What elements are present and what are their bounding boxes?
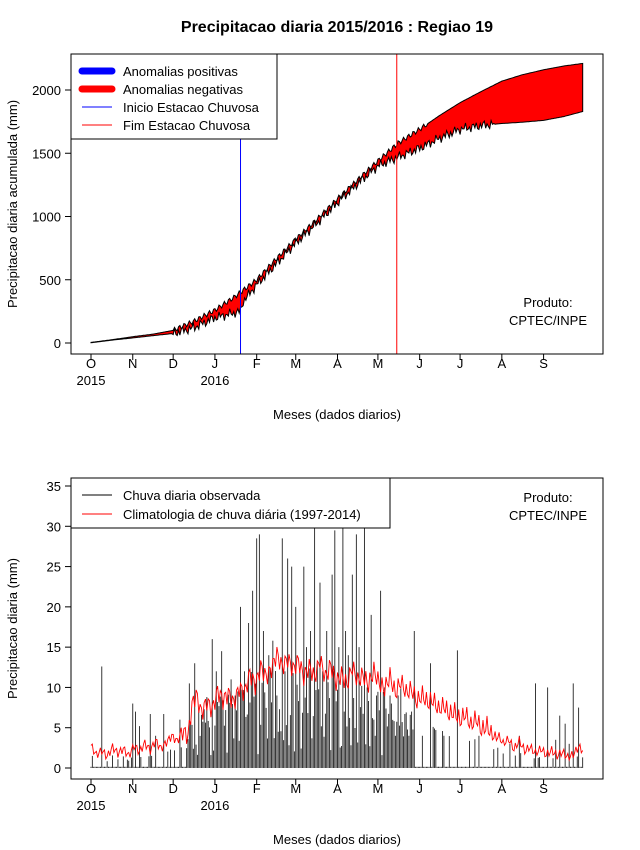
product-label: Produto:	[523, 490, 572, 505]
negative-anomaly-area	[90, 62, 584, 344]
climatology-line	[90, 646, 584, 762]
x-year-label: 2016	[200, 798, 229, 813]
x-tick-label: O	[86, 356, 96, 371]
x-tick-label: M	[290, 781, 301, 796]
x-year-label: 2015	[77, 373, 106, 388]
x-tick-label: S	[539, 356, 548, 371]
product-source: CPTEC/INPE	[509, 313, 587, 328]
y-tick-label: 1000	[32, 210, 61, 225]
climatology-series	[90, 646, 584, 762]
x-tick-label: N	[128, 356, 137, 371]
y-tick-label: 2000	[32, 83, 61, 98]
x-year-label: 2016	[200, 373, 229, 388]
y-tick-label: 1500	[32, 146, 61, 161]
x-tick-label: O	[86, 781, 96, 796]
daily-axes: 0 5 10 15 20 25 30 35 O 2015 N D J 2016 F M A M J J A S	[47, 477, 604, 813]
x-tick-label: D	[168, 356, 177, 371]
x-tick-label: D	[168, 781, 177, 796]
legend-label: Fim Estacao Chuvosa	[123, 118, 251, 133]
y-tick-label: 30	[47, 519, 61, 534]
x-tick-label: M	[372, 781, 383, 796]
y-tick-label: 20	[47, 600, 61, 615]
accumulated-plot-frame	[70, 53, 604, 355]
daily-panel: 0 5 10 15 20 25 30 35 O 2015 N D J 2016 F M A M J J A S Preci…	[5, 477, 604, 847]
x-tick-label: S	[539, 781, 548, 796]
x-tick-label: A	[333, 356, 342, 371]
y-tick-label: 35	[47, 479, 61, 494]
x-tick-label: A	[497, 781, 506, 796]
x-tick-label: M	[290, 356, 301, 371]
y-tick-label: 10	[47, 680, 61, 695]
x-axis-label: Meses (dados diarios)	[273, 832, 401, 847]
legend: Chuva diaria observada Climatologia de ch…	[70, 477, 391, 529]
x-tick-label: N	[128, 781, 137, 796]
legend-label: Climatologia de chuva diária (1997-2014)	[123, 507, 361, 522]
x-tick-label: A	[333, 781, 342, 796]
x-tick-label: J	[212, 781, 219, 796]
x-tick-label: J	[416, 781, 423, 796]
y-axis-label: Precipitacao diaria acumulada (mm)	[5, 100, 20, 308]
product-label: Produto:	[523, 295, 572, 310]
y-axis-label: Precipitacao diaria (mm)	[5, 558, 20, 699]
product-source: CPTEC/INPE	[509, 508, 587, 523]
x-tick-label: J	[416, 356, 423, 371]
legend-label: Chuva diaria observada	[123, 488, 261, 503]
x-year-label: 2015	[77, 798, 106, 813]
accumulated-axes: 0 500 1000 1500 2000 O 2015 N D J 2016 F M A M J J A S	[32, 53, 604, 388]
y-tick-label: 25	[47, 560, 61, 575]
x-tick-label: F	[253, 356, 261, 371]
y-tick-label: 0	[54, 336, 61, 351]
y-tick-label: 0	[54, 761, 61, 776]
legend-label: Anomalias negativas	[123, 82, 243, 97]
x-tick-label: M	[372, 356, 383, 371]
y-tick-label: 15	[47, 640, 61, 655]
legend: Anomalias positivas Anomalias negativas In…	[70, 53, 278, 140]
x-tick-label: A	[497, 356, 506, 371]
y-tick-label: 500	[39, 273, 61, 288]
legend-box	[70, 477, 391, 529]
x-tick-label: J	[212, 356, 219, 371]
anomaly-area	[90, 62, 584, 344]
x-axis-label: Meses (dados diarios)	[273, 407, 401, 422]
accumulated-panel: 0 500 1000 1500 2000 O 2015 N D J 2016 F M A M J J A S Pre…	[5, 53, 604, 422]
x-tick-label: J	[457, 356, 464, 371]
x-tick-label: F	[253, 781, 261, 796]
legend-label: Inicio Estacao Chuvosa	[123, 100, 260, 115]
y-tick-label: 5	[54, 721, 61, 736]
legend-label: Anomalias positivas	[123, 64, 238, 79]
chart-title: Precipitacao diaria 2015/2016 : Regiao 1…	[181, 19, 493, 36]
observed-rain-bars	[90, 518, 584, 768]
x-tick-label: J	[457, 781, 464, 796]
